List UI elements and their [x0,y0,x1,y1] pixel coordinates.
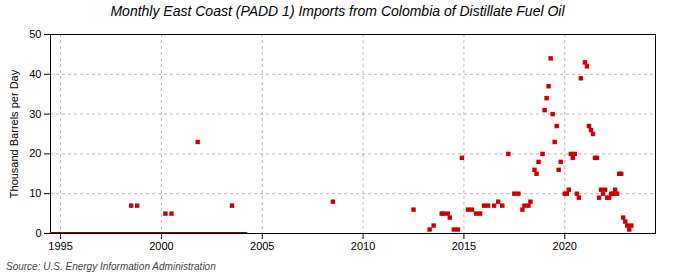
html-text:Source: U.S. Energy Informatio: Source: U.S. Energy Information Administ… [6,261,216,272]
svg-text:2010: 2010 [351,240,375,252]
svg-text:Thousand Barrels per Day: Thousand Barrels per Day [8,69,20,198]
svg-text:40: 40 [29,68,41,80]
svg-text:1995: 1995 [48,240,72,252]
svg-text:2015: 2015 [452,240,476,252]
svg-text:2005: 2005 [250,240,274,252]
svg-text:20: 20 [29,147,41,159]
html-text:Monthly East Coast (PADD 1) Im: Monthly East Coast (PADD 1) Imports from… [110,3,565,19]
svg-text:50: 50 [29,28,41,40]
svg-text:30: 30 [29,108,41,120]
svg-text:2020: 2020 [553,240,577,252]
svg-text:10: 10 [29,187,41,199]
svg-text:2000: 2000 [149,240,173,252]
svg-text:0: 0 [35,227,41,239]
